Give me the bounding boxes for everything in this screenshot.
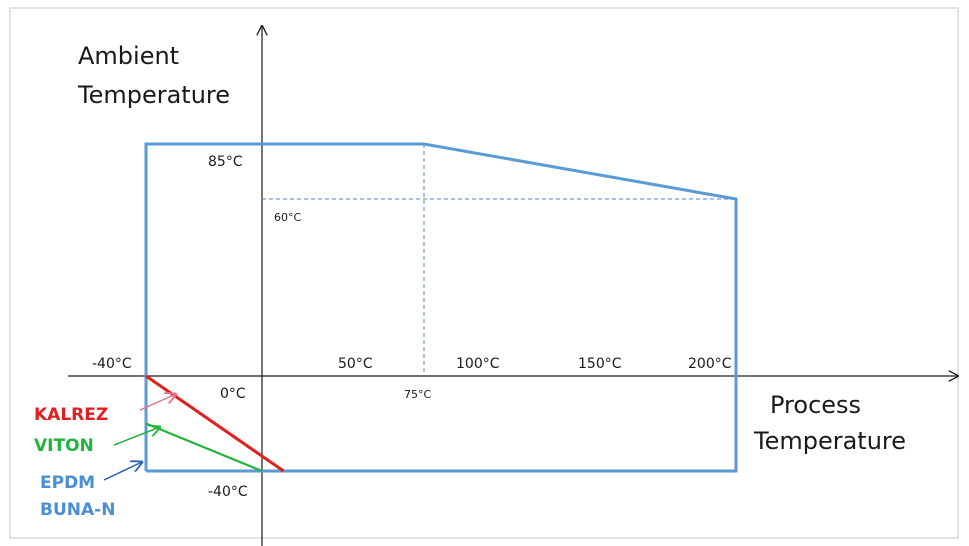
kalrez-limit-line	[145, 374, 285, 473]
x-tick-label-200: 200°C	[688, 356, 732, 372]
viton-limit-line	[145, 422, 263, 473]
viton-label: VITON	[34, 436, 94, 456]
x-axis-title-line-2: Temperature	[753, 427, 906, 455]
epdm-pointer-arrow	[103, 462, 142, 481]
kalrez-pointer-arrow	[139, 394, 176, 411]
x-tick-label-0: 0°C	[220, 386, 246, 402]
kalrez-label: KALREZ	[34, 405, 108, 425]
x-axis-title-line-1: Process	[770, 391, 861, 419]
epdm-label: EPDM	[40, 473, 95, 493]
chart-frame	[9, 7, 959, 539]
x-tick-label-100: 100°C	[456, 356, 500, 372]
viton-pointer-arrow	[113, 427, 160, 446]
operating-envelope	[144, 142, 738, 473]
buna-n-label: BUNA-N	[40, 500, 115, 520]
x-tick-label-150: 150°C	[578, 356, 622, 372]
y-tick-label-neg40: -40°C	[208, 484, 248, 500]
x-tick-label-75: 75°C	[404, 388, 431, 401]
y-tick-label-60: 60°C	[274, 211, 301, 224]
y-tick-label-85: 85°C	[208, 154, 243, 170]
x-tick-label-neg40: -40°C	[92, 356, 132, 372]
y-axis-title-line-1: Ambient	[78, 42, 179, 70]
x-tick-label-50: 50°C	[338, 356, 373, 372]
y-axis-title-line-2: Temperature	[77, 81, 230, 109]
